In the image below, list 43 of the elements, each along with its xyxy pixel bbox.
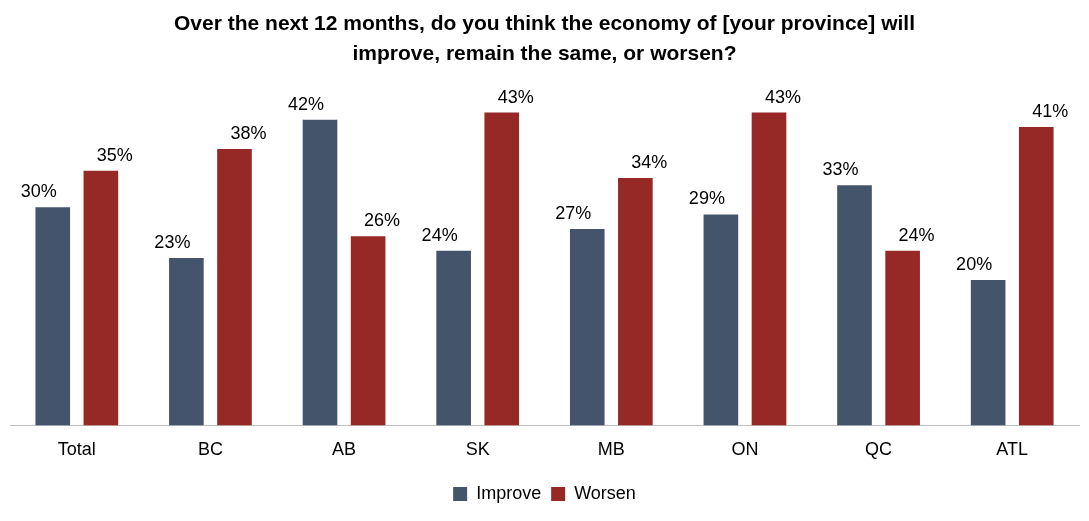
legend-label: Worsen xyxy=(574,482,636,503)
x-tick-label: AB xyxy=(332,439,357,460)
x-tick-label: QC xyxy=(865,439,893,460)
data-label: 24% xyxy=(898,224,935,245)
bar xyxy=(837,185,872,426)
bar xyxy=(970,279,1006,426)
data-label: 20% xyxy=(956,253,993,274)
data-label: 29% xyxy=(688,188,725,209)
data-label: 42% xyxy=(287,93,325,114)
x-tick-label: BC xyxy=(197,439,223,460)
data-label: 38% xyxy=(230,122,267,143)
x-tick-label: MB xyxy=(597,439,625,460)
data-label: 26% xyxy=(364,210,401,231)
bar xyxy=(484,112,520,426)
data-label: 41% xyxy=(1032,101,1069,122)
bar xyxy=(569,228,605,426)
bar xyxy=(302,119,338,426)
x-tick-label: SK xyxy=(465,439,490,460)
bar xyxy=(703,214,739,426)
chart-title: Over the next 12 months, do you think the economy of [your province] will improve, remain the same, or worsen? xyxy=(173,10,916,66)
legend-label: Improve xyxy=(476,482,542,503)
bar xyxy=(217,148,252,426)
bar xyxy=(83,170,119,426)
bar xyxy=(350,236,386,426)
data-label: 30% xyxy=(20,181,57,202)
bar xyxy=(436,250,471,426)
bar xyxy=(1018,127,1054,426)
data-label: 33% xyxy=(822,159,859,180)
bar xyxy=(751,112,787,426)
x-tick-label: ON xyxy=(731,439,759,460)
x-tick-label: ATL xyxy=(996,439,1029,460)
data-label: 24% xyxy=(421,224,458,245)
bar xyxy=(169,258,204,426)
bar xyxy=(885,250,920,426)
data-label: 34% xyxy=(631,152,668,172)
data-label: 35% xyxy=(96,144,133,165)
data-label: 23% xyxy=(154,232,191,253)
bar xyxy=(618,178,653,426)
data-label: 43% xyxy=(764,86,802,107)
x-tick-label: Total xyxy=(57,439,96,460)
bar xyxy=(35,207,71,426)
data-label: 27% xyxy=(555,202,592,223)
data-label: 43% xyxy=(497,86,534,107)
